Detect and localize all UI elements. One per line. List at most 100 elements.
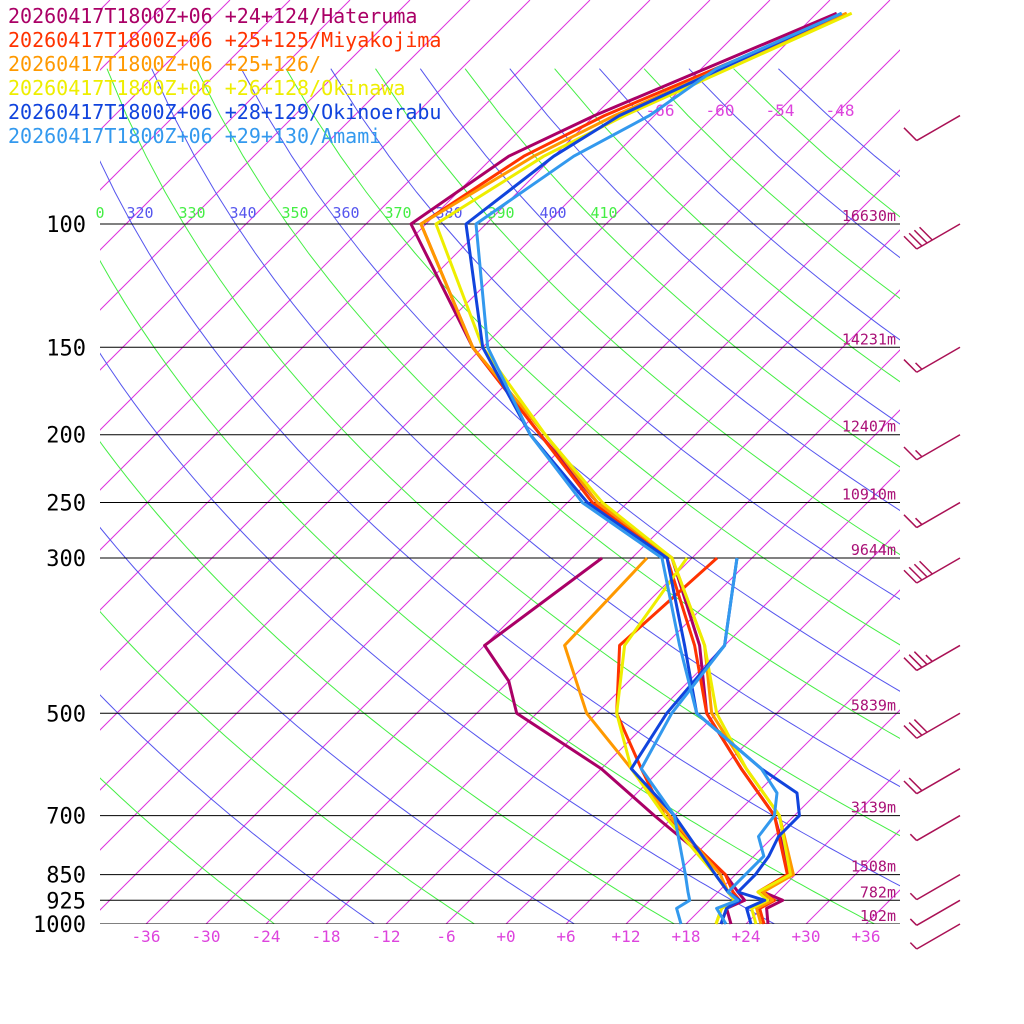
theta-label: 340 <box>229 204 256 222</box>
wind-barb-flag <box>903 780 918 795</box>
temperature-tick-label: +12 <box>612 927 641 946</box>
wind-barb-flag <box>915 362 923 370</box>
theta-label: 330 <box>178 204 205 222</box>
wind-barb-flag <box>903 446 918 461</box>
wind-barb <box>916 873 961 901</box>
temperature-tick-label: +18 <box>672 927 701 946</box>
isotherm-line <box>145 169 900 924</box>
isotherm-line <box>100 0 651 551</box>
wind-barb-flag <box>903 657 918 671</box>
dry-adiabat-line <box>100 526 576 924</box>
wind-barb-flag <box>919 226 933 241</box>
isotherm-line <box>325 349 900 924</box>
temperature-tick-label: -30 <box>192 927 221 946</box>
pressure-label: 100 <box>46 213 86 238</box>
wind-barb-flag <box>908 232 923 247</box>
pressure-label: 500 <box>46 702 86 727</box>
temperature-tick-label: +24 <box>732 927 761 946</box>
height-label: 10910m <box>842 486 896 504</box>
wind-barb-flag <box>908 654 923 668</box>
temperature-tick-label: +30 <box>792 927 821 946</box>
wind-barb <box>916 223 961 250</box>
wind-barb-flag <box>909 892 918 901</box>
theta-label: 390 <box>487 204 514 222</box>
pressure-label: 1000 <box>33 913 86 938</box>
isotherm-line <box>100 0 411 311</box>
theta-label: 350 <box>281 204 308 222</box>
upper-temperature-label: -60 <box>706 101 735 120</box>
theta-label: 0 <box>95 204 104 222</box>
dry-adiabat-line <box>419 68 900 512</box>
wind-barb <box>916 768 961 795</box>
temperature-line-3 <box>434 11 853 925</box>
pressure-label: 200 <box>46 424 86 449</box>
temperature-tick-label: -6 <box>436 927 455 946</box>
pressure-label: 925 <box>46 889 86 914</box>
dry-adiabat-line <box>100 352 776 924</box>
wind-barb <box>916 899 961 926</box>
isotherm-line <box>205 229 900 924</box>
wind-barb-flag <box>903 127 918 142</box>
isotherm-line <box>100 0 471 371</box>
height-label: 1508m <box>851 858 896 876</box>
isotherm-line <box>100 109 900 911</box>
legend-entry: 20260417T1800Z+06 +28+129/Okinoerabu <box>8 100 442 124</box>
wind-barb-flag <box>915 449 923 458</box>
height-label: 12407m <box>842 418 896 436</box>
wind-barb-flag <box>903 569 918 584</box>
isotherm-line <box>385 409 900 924</box>
wind-barb-flag <box>903 725 918 739</box>
temperature-tick-label: +6 <box>556 927 575 946</box>
wind-barb <box>916 434 961 461</box>
upper-temperature-label: -48 <box>826 101 855 120</box>
theta-label: 370 <box>384 204 411 222</box>
dry-adiabat-line <box>778 68 900 178</box>
dry-adiabat-line <box>100 777 276 924</box>
temperature-line-1 <box>419 11 848 925</box>
isotherm-line <box>100 0 351 251</box>
wind-barb-flag <box>908 777 923 792</box>
wind-barb-flag <box>908 566 923 581</box>
pressure-label: 850 <box>46 864 86 889</box>
isotherm-line <box>865 889 900 924</box>
legend-entry: 20260417T1800Z+06 +25+125/Miyakojima <box>8 28 442 52</box>
dewpoint-line-4 <box>629 557 742 925</box>
wind-barb-flag <box>913 719 928 733</box>
dry-adiabat-line <box>100 610 476 924</box>
legend-entry: 20260417T1800Z+06 +25+126/ <box>8 52 322 76</box>
temperature-tick-label: +0 <box>496 927 515 946</box>
isotherm-line <box>445 469 900 924</box>
theta-label: 320 <box>126 204 153 222</box>
wind-barb-flag <box>903 235 918 250</box>
dry-adiabat-line <box>240 68 900 692</box>
temperature-tick-label: -24 <box>252 927 281 946</box>
isotherm-line <box>100 0 531 431</box>
dewpoint-line-0 <box>483 556 747 925</box>
dry-adiabat-line <box>100 259 876 924</box>
pressure-label: 700 <box>46 805 86 830</box>
theta-label: 400 <box>539 204 566 222</box>
wind-barb <box>916 814 961 842</box>
wind-barb-flag <box>919 560 933 575</box>
wind-barb <box>916 114 961 142</box>
wind-barb-flag <box>903 514 918 529</box>
isotherm-line <box>100 0 291 191</box>
wind-barb <box>916 501 961 529</box>
isotherm-line <box>100 0 771 671</box>
dewpoint-line-5 <box>639 557 739 925</box>
wind-barb-flag <box>925 654 933 662</box>
height-label: 16630m <box>842 207 896 225</box>
isotherm-line <box>926 0 1024 924</box>
wind-barb <box>916 644 961 672</box>
isotherm-line <box>100 0 831 731</box>
legend-entry: 20260417T1800Z+06 +26+128/Okinawa <box>8 76 406 100</box>
dry-adiabat-line <box>100 440 676 924</box>
temperature-tick-label: -18 <box>312 927 341 946</box>
height-label: 9644m <box>851 541 896 559</box>
upper-temperature-label: -54 <box>766 101 795 120</box>
isotherm-line <box>100 0 891 791</box>
height-label: 3139m <box>851 799 896 817</box>
dry-adiabat-line <box>464 68 900 468</box>
dry-adiabat-line <box>643 68 900 300</box>
